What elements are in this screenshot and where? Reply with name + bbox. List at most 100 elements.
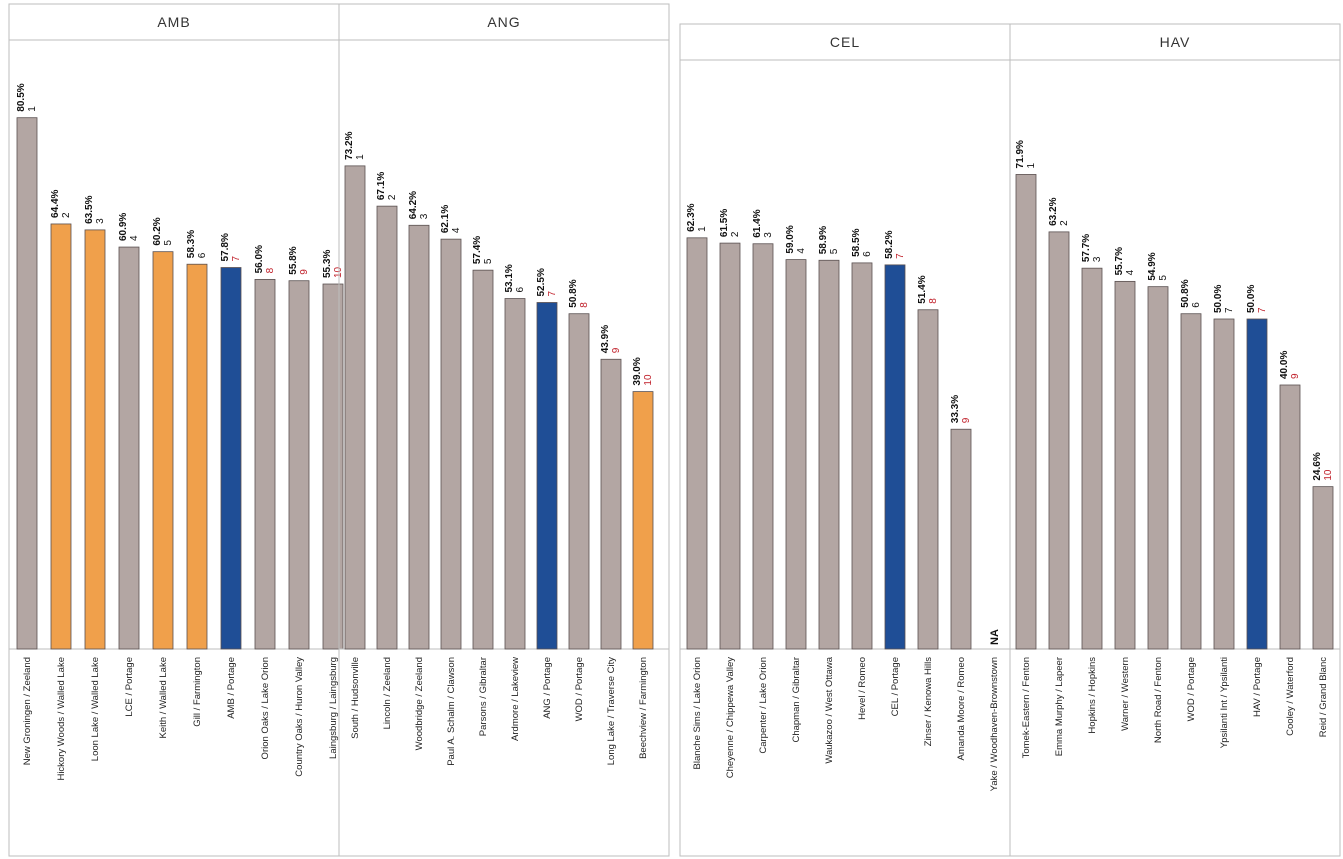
value-label-hav-3: 57.7% (1081, 234, 1092, 262)
rank-label-amb-5: 5 (163, 240, 174, 246)
category-label-cel-6: Hevel / Romeo (857, 657, 868, 720)
rank-label-ang-4: 4 (451, 227, 462, 233)
value-label-amb-5: 60.2% (152, 217, 163, 245)
category-label-amb-2: Hickory Woods / Walled Lake (56, 657, 67, 781)
value-label-hav-8: 50.0% (1246, 285, 1257, 313)
value-label-ang-8: 50.8% (568, 279, 579, 307)
value-label-amb-10: 55.3% (322, 250, 333, 278)
value-label-ang-10: 39.0% (632, 357, 643, 385)
value-label-cel-6: 58.5% (851, 228, 862, 256)
value-label-amb-8: 56.0% (254, 245, 265, 273)
value-label-cel-2: 61.5% (719, 209, 730, 237)
rank-label-cel-3: 3 (763, 232, 774, 238)
bar-amb-6 (186, 263, 208, 650)
value-label-ang-1: 73.2% (344, 131, 355, 159)
bar-ang-5 (472, 269, 494, 650)
category-label-cel-10: Yake / Woodhaven-Brownstown (989, 657, 1000, 791)
rank-label-ang-9: 9 (611, 347, 622, 353)
bar-amb-5 (152, 251, 174, 650)
rank-label-ang-3: 3 (419, 213, 430, 219)
value-label-ang-4: 62.1% (440, 205, 451, 233)
category-label-ang-7: ANG / Portage (542, 657, 553, 719)
bar-hav-6 (1180, 313, 1202, 650)
value-label-ang-3: 64.2% (408, 191, 419, 219)
value-label-ang-2: 67.1% (376, 172, 387, 200)
value-label-hav-6: 50.8% (1180, 279, 1191, 307)
rank-label-amb-8: 8 (265, 267, 276, 273)
bar-ang-2 (376, 205, 398, 650)
rank-label-cel-1: 1 (697, 226, 708, 232)
value-label-hav-5: 54.9% (1147, 252, 1158, 280)
category-label-cel-2: Cheyenne / Chippewa Valley (725, 657, 736, 779)
bar-cel-9 (950, 428, 972, 650)
value-label-hav-2: 63.2% (1048, 197, 1059, 225)
value-label-cel-10: NA (989, 629, 1001, 645)
bar-amb-8 (254, 278, 276, 650)
bar-hav-4 (1114, 280, 1136, 650)
category-label-cel-4: Chapman / Gibraltar (791, 657, 802, 743)
bar-hav-9 (1279, 384, 1301, 650)
category-label-hav-5: North Road / Fenton (1153, 657, 1164, 743)
panel-title-cel: CEL (830, 34, 860, 50)
category-label-cel-8: Zinser / Kenowa Hills (923, 657, 934, 746)
category-label-amb-5: Keith / Walled Lake (158, 657, 169, 739)
rank-label-cel-4: 4 (796, 248, 807, 254)
bar-cel-7 (884, 264, 906, 650)
value-label-hav-4: 55.7% (1114, 247, 1125, 275)
bar-ang-4 (440, 238, 462, 650)
rank-label-cel-5: 5 (829, 248, 840, 254)
bar-ang-1 (344, 165, 366, 650)
rank-label-amb-3: 3 (95, 218, 106, 224)
category-label-ang-2: Lincoln / Zeeland (382, 657, 393, 729)
bar-ang-8 (568, 313, 590, 650)
bar-cel-2 (719, 242, 741, 650)
panel-title-amb: AMB (157, 14, 190, 30)
bar-cel-1 (686, 237, 708, 650)
bar-amb-3 (84, 229, 106, 650)
category-label-amb-1: New Groningen / Zeeland (22, 657, 33, 765)
rank-label-hav-9: 9 (1290, 373, 1301, 379)
rank-label-cel-8: 8 (928, 298, 939, 304)
category-label-cel-7: CEL / Portage (890, 657, 901, 716)
bar-hav-3 (1081, 267, 1103, 650)
rank-label-hav-5: 5 (1158, 275, 1169, 281)
category-label-amb-10: Laingsburg / Laingsburg (328, 657, 339, 759)
bar-hav-8 (1246, 318, 1268, 650)
value-label-hav-7: 50.0% (1213, 285, 1224, 313)
category-label-ang-3: Woodbridge / Zeeland (414, 657, 425, 750)
bar-amb-4 (118, 246, 140, 650)
value-label-cel-1: 62.3% (686, 203, 697, 231)
rank-label-ang-8: 8 (579, 302, 590, 308)
value-label-amb-4: 60.9% (118, 213, 129, 241)
category-label-hav-10: Reid / Grand Blanc (1318, 657, 1329, 738)
category-label-cel-9: Amanda Moore / Romeo (956, 657, 967, 761)
bar-ang-7 (536, 302, 558, 650)
value-label-cel-9: 33.3% (950, 395, 961, 423)
category-label-ang-4: Paul A. Schalm / Clawson (446, 657, 457, 766)
bar-hav-2 (1048, 231, 1070, 650)
value-label-cel-7: 58.2% (884, 230, 895, 258)
value-label-cel-5: 58.9% (818, 226, 829, 254)
category-label-ang-5: Parsons / Gibraltar (478, 657, 489, 736)
bar-ang-6 (504, 298, 526, 650)
rank-label-ang-5: 5 (483, 258, 494, 264)
bar-amb-7 (220, 267, 242, 650)
rank-label-amb-7: 7 (231, 256, 242, 262)
value-label-cel-4: 59.0% (785, 225, 796, 253)
bar-ang-3 (408, 224, 430, 650)
value-label-ang-6: 53.1% (504, 264, 515, 292)
category-label-hav-4: Warner / Western (1120, 657, 1131, 731)
category-label-amb-8: Orion Oaks / Lake Orion (260, 657, 271, 759)
rank-label-ang-7: 7 (547, 291, 558, 297)
value-label-amb-6: 58.3% (186, 230, 197, 258)
rank-label-amb-1: 1 (27, 106, 38, 112)
bar-amb-10 (322, 283, 344, 650)
bar-hav-5 (1147, 286, 1169, 650)
bar-cel-8 (917, 309, 939, 650)
panel-frame-ang (338, 3, 670, 857)
bar-ang-9 (600, 358, 622, 650)
value-label-amb-3: 63.5% (84, 195, 95, 223)
category-label-hav-2: Emma Murphy / Lapeer (1054, 657, 1065, 756)
rank-label-amb-2: 2 (61, 212, 72, 218)
